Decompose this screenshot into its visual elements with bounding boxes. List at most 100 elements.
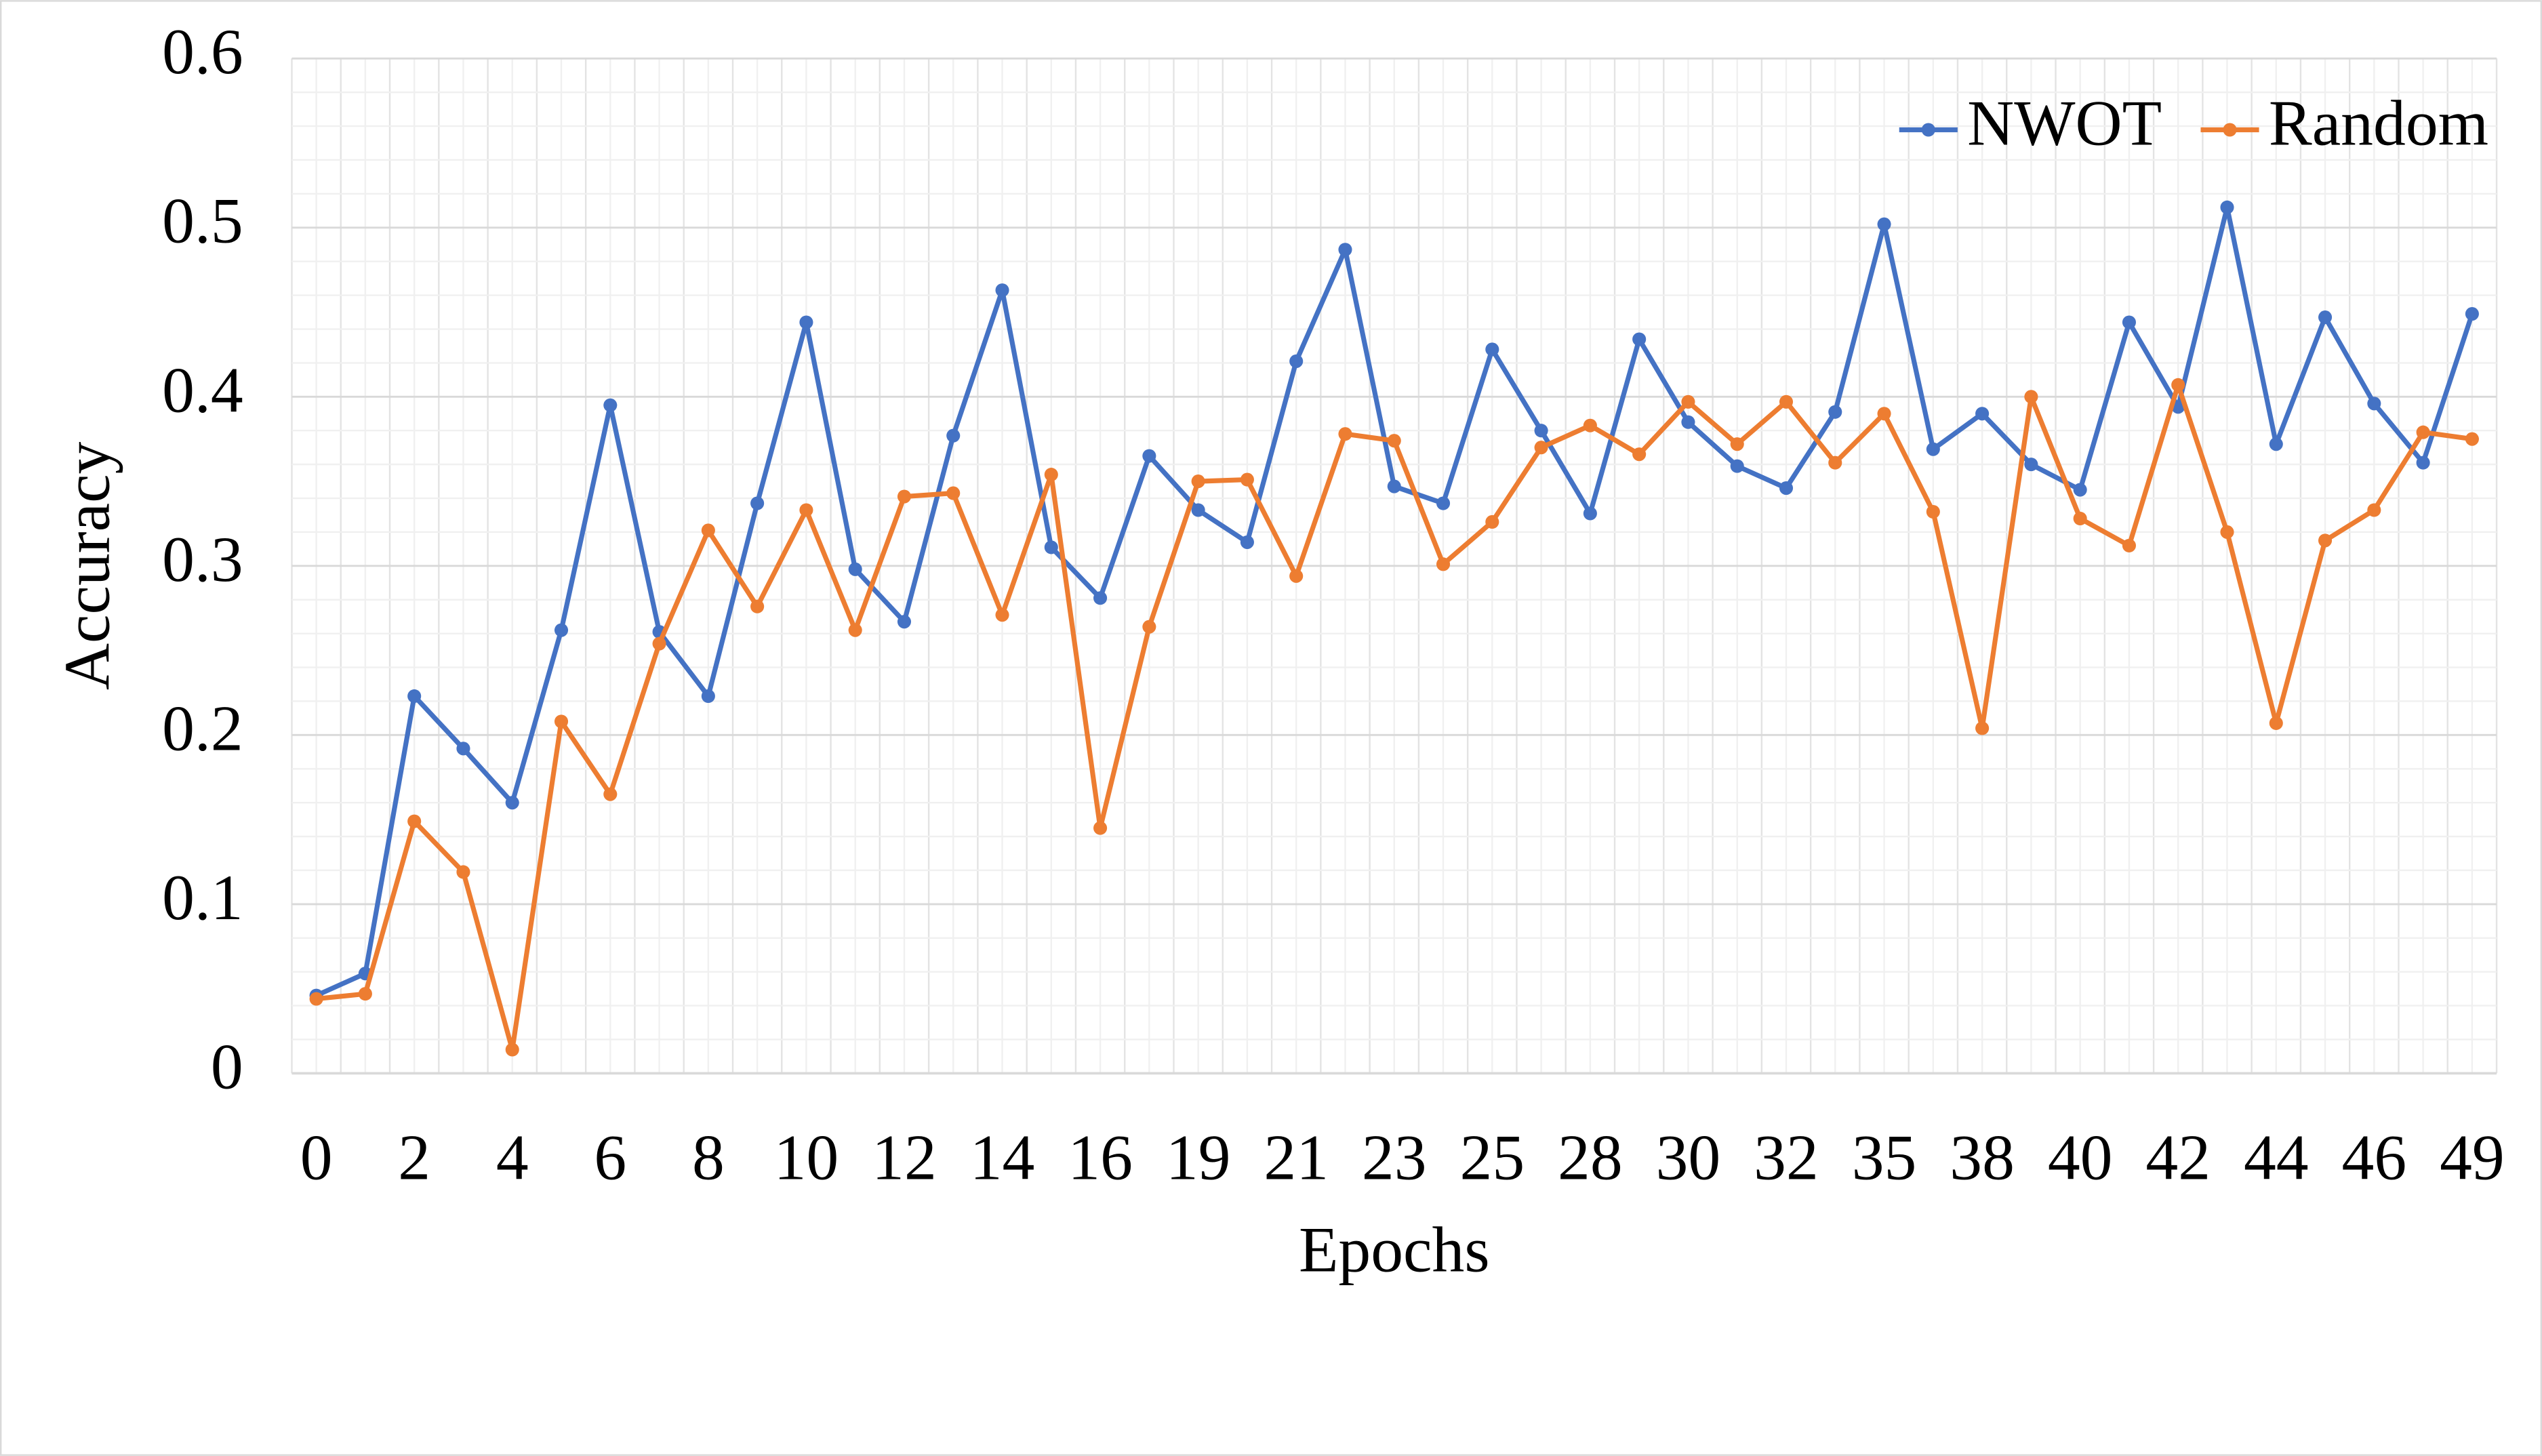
data-point	[1730, 459, 1744, 473]
data-point	[1926, 442, 1940, 456]
data-point	[1093, 591, 1108, 605]
x-tick-label: 42	[2145, 1121, 2211, 1193]
data-point	[1338, 243, 1352, 257]
data-point	[1191, 503, 1205, 517]
x-axis-label: Epochs	[1299, 1214, 1490, 1286]
data-point	[505, 1043, 519, 1057]
x-tick-label: 6	[594, 1121, 626, 1193]
data-point	[2416, 456, 2430, 470]
legend-marker	[1921, 123, 1935, 137]
data-point	[1436, 557, 1451, 571]
data-point	[2367, 503, 2381, 517]
x-tick-label: 23	[1362, 1121, 1427, 1193]
x-tick-label: 28	[1558, 1121, 1623, 1193]
data-point	[554, 714, 569, 729]
data-point	[309, 992, 323, 1006]
data-point	[750, 496, 765, 510]
legend-marker	[2223, 123, 2237, 137]
data-point	[603, 787, 618, 801]
x-tick-label: 49	[2440, 1121, 2505, 1193]
data-point	[407, 689, 422, 704]
data-point	[1289, 354, 1304, 368]
y-tick-label: 0.5	[162, 185, 243, 257]
data-point	[2269, 437, 2283, 451]
legend-label: NWOT	[1967, 87, 2162, 159]
data-point	[750, 599, 765, 613]
data-point	[2122, 315, 2136, 329]
data-point	[799, 315, 813, 329]
data-point	[2318, 310, 2333, 325]
data-point	[1632, 332, 1647, 346]
data-point	[1681, 395, 1695, 409]
data-point	[1975, 721, 1990, 735]
data-point	[1240, 472, 1254, 487]
data-point	[897, 615, 912, 629]
x-tick-label: 21	[1264, 1121, 1329, 1193]
data-point	[603, 398, 618, 412]
x-tick-label: 4	[496, 1121, 529, 1193]
data-point	[2416, 425, 2430, 439]
data-point	[1730, 437, 1744, 451]
data-point	[701, 523, 715, 538]
data-point	[554, 623, 569, 637]
data-point	[1093, 821, 1108, 835]
data-point	[2122, 538, 2136, 552]
legend-label: Random	[2269, 87, 2488, 159]
data-point	[652, 636, 666, 651]
data-point	[505, 796, 519, 810]
data-point	[1191, 474, 1205, 489]
x-tick-label: 44	[2244, 1121, 2309, 1193]
data-point	[2465, 307, 2479, 321]
x-tick-label: 38	[1950, 1121, 2015, 1193]
data-point	[1289, 569, 1304, 583]
data-point	[2171, 378, 2185, 392]
x-tick-label: 40	[2048, 1121, 2113, 1193]
y-tick-label: 0.6	[162, 16, 243, 87]
data-point	[1681, 415, 1695, 429]
data-point	[2318, 533, 2333, 548]
y-tick-label: 0	[211, 1030, 243, 1102]
data-point	[1387, 479, 1401, 493]
data-point	[1926, 504, 1940, 519]
data-point	[2465, 432, 2479, 446]
data-point	[1387, 434, 1401, 448]
data-point	[1485, 342, 1499, 357]
data-point	[946, 486, 961, 500]
y-tick-label: 0.1	[162, 862, 243, 933]
data-point	[1975, 407, 1990, 421]
data-point	[2024, 458, 2038, 472]
data-point	[2220, 200, 2234, 214]
data-point	[1534, 424, 1548, 438]
data-point	[1142, 620, 1156, 634]
x-tick-label: 35	[1852, 1121, 1917, 1193]
data-point	[1877, 407, 1891, 421]
data-point	[2073, 483, 2087, 497]
data-point	[1779, 395, 1794, 409]
data-point	[1044, 540, 1058, 554]
data-point	[2220, 525, 2234, 539]
data-point	[1583, 506, 1597, 521]
x-tick-label: 8	[692, 1121, 725, 1193]
x-tick-label: 32	[1754, 1121, 1819, 1193]
data-point	[456, 742, 470, 756]
data-point	[1338, 427, 1352, 441]
data-point	[1436, 496, 1451, 510]
data-point	[848, 623, 862, 637]
data-point	[1779, 481, 1794, 496]
data-point	[1877, 217, 1891, 231]
data-point	[2367, 397, 2381, 411]
data-point	[799, 503, 813, 517]
y-tick-label: 0.4	[162, 354, 243, 426]
x-tick-label: 30	[1656, 1121, 1721, 1193]
data-point	[407, 814, 422, 828]
data-point	[995, 608, 1009, 622]
data-point	[1828, 405, 1842, 419]
x-tick-label: 46	[2342, 1121, 2407, 1193]
data-point	[2073, 511, 2087, 526]
x-tick-label: 2	[398, 1121, 430, 1193]
data-point	[995, 283, 1009, 298]
x-tick-label: 19	[1166, 1121, 1231, 1193]
data-point	[897, 489, 912, 504]
data-point	[848, 562, 862, 576]
